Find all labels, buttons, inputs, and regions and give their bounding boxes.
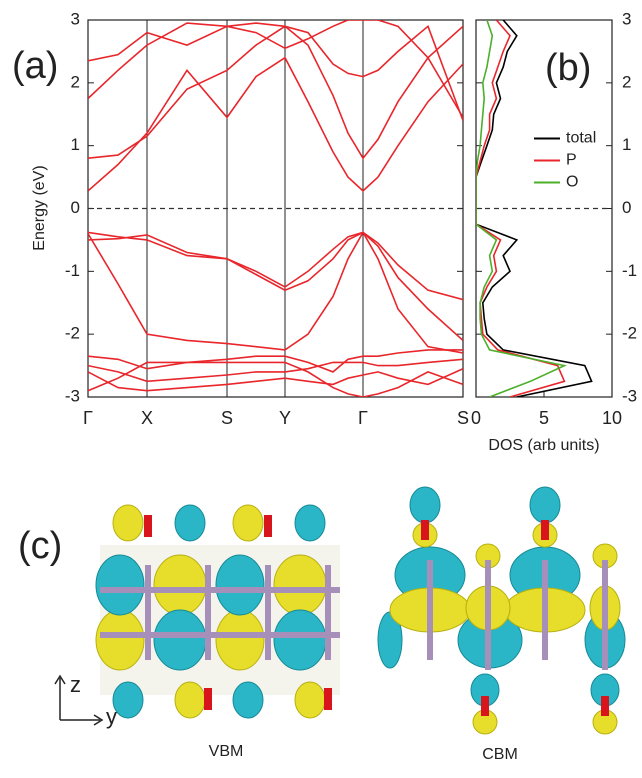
y-tick-label: 2 [622,72,631,91]
y-tick-label: -2 [65,324,80,343]
y-tick-label: 2 [71,72,80,91]
x-tick-label: S [221,408,233,428]
band-line [88,350,463,372]
y-tick-label: -2 [622,324,637,343]
y-tick-label: -1 [622,261,637,280]
y-tick-label: 3 [71,9,80,28]
axis-letter: z [70,672,81,697]
figure: (a) (b) Energy (eV) DOS (arb units) (c) [0,0,642,773]
band-line [88,26,463,158]
panel-label: (b) [545,47,591,89]
x-tick-label: 5 [539,408,549,428]
x-tick-label: Y [279,408,291,428]
caption: CBM [482,746,518,763]
y-tick-label: -3 [65,386,80,405]
y-axis-label: Energy (eV) [31,165,48,250]
y-tick-label: -3 [622,386,637,405]
legend-label: P [566,152,577,169]
x-tick-label: Γ [83,408,93,428]
y-tick-label: 3 [622,9,631,28]
y-tick-label: -1 [65,261,80,280]
panel-label: (a) [12,45,58,87]
orbital-panel: (c) [18,487,625,763]
band-line [88,232,463,353]
axis-letter: y [106,704,117,729]
vbm-image [96,505,340,718]
band-line [88,58,463,191]
panel-label: (c) [18,525,62,567]
x-tick-label: 0 [471,408,481,428]
x-tick-label: 10 [602,408,622,428]
band-line [88,232,463,340]
y-tick-label: 0 [71,198,80,217]
x-tick-label: Γ [358,408,368,428]
y-tick-label: 1 [622,135,631,154]
band-line [88,20,463,117]
x-tick-label: S [457,408,469,428]
legend-label: total [566,130,596,147]
y-tick-label: 1 [71,135,80,154]
x-axis-label: DOS (arb units) [488,437,599,454]
x-tick-label: X [141,408,153,428]
band-line [88,232,463,299]
y-tick-label: 0 [622,198,631,217]
band-line [88,23,463,120]
cbm-image [378,487,625,734]
legend-label: O [566,174,578,191]
caption: VBM [209,743,244,760]
